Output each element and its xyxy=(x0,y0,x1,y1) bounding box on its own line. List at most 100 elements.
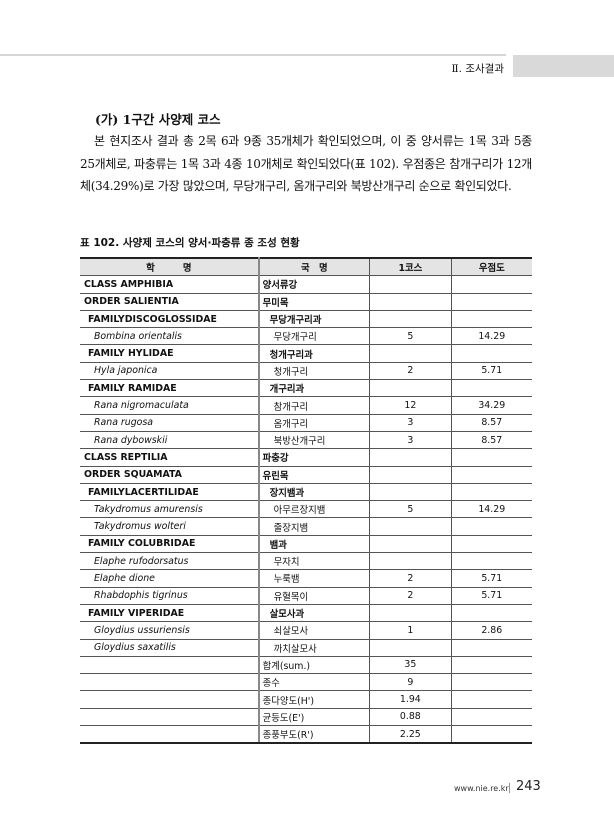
header-course-count: 1코스 xyxy=(369,258,452,277)
table-row: Elaphe dione 누룩뱀 2 5.71 xyxy=(80,569,532,588)
count-cell: 12 xyxy=(369,396,452,415)
dominance-cell xyxy=(450,535,532,554)
scientific-name-cell: Elaphe dione xyxy=(80,569,259,588)
scientific-name-cell xyxy=(80,708,259,727)
count-cell xyxy=(369,379,452,398)
scientific-name-cell: Gloydius saxatilis xyxy=(80,639,259,657)
table-row: ORDER SQUAMATA 유린목 xyxy=(80,466,532,484)
dominance-cell xyxy=(450,293,532,311)
table-row: FAMILYDISCOGLOSSIDAE 무당개구리과 xyxy=(80,310,532,329)
dominance-cell xyxy=(450,517,532,536)
count-cell: 2 xyxy=(369,569,452,588)
dominance-cell xyxy=(450,448,532,467)
korean-name-cell: 개구리과 xyxy=(257,379,370,398)
scientific-name-cell: ORDER SQUAMATA xyxy=(80,466,259,484)
count-cell: 35 xyxy=(369,656,452,675)
scientific-name-cell: Rana dybowskii xyxy=(80,431,259,450)
table-row: 종수 9 xyxy=(80,673,532,692)
scientific-name-cell xyxy=(80,656,259,675)
dominance-cell xyxy=(450,639,532,657)
count-cell xyxy=(369,483,452,502)
table-row: Elaphe rufodorsatus 무자치 xyxy=(80,552,532,571)
korean-name-cell: 유혈목이 xyxy=(257,587,370,605)
korean-name-cell: 청개구리과 xyxy=(257,344,370,363)
korean-name-cell: 종수 xyxy=(257,673,370,692)
dominance-cell: 5.71 xyxy=(450,362,532,381)
korean-name-cell: 누룩뱀 xyxy=(257,569,370,588)
dominance-cell: 34.29 xyxy=(450,396,532,415)
count-cell: 3 xyxy=(369,431,452,450)
scientific-name-cell: FAMILY VIPERIDAE xyxy=(80,604,259,623)
count-cell xyxy=(369,344,452,363)
dominance-cell xyxy=(450,725,532,745)
korean-name-cell: 까치살모사 xyxy=(257,639,370,657)
korean-name-cell: 유린목 xyxy=(257,466,370,484)
count-cell xyxy=(369,293,452,311)
korean-name-cell: 합계(sum.) xyxy=(257,656,370,675)
korean-name-cell: 쇠살모사 xyxy=(257,621,370,640)
dominance-cell xyxy=(450,708,532,727)
scientific-name-cell: CLASS AMPHIBIA xyxy=(80,275,259,294)
count-cell: 9 xyxy=(369,673,452,692)
table-row: Takydromus amurensis 아무르장지뱀 5 14.29 xyxy=(80,500,532,519)
count-cell: 5 xyxy=(369,500,452,519)
table-row: FAMILY COLUBRIDAE 뱀과 xyxy=(80,535,532,554)
korean-name-cell: 장지뱀과 xyxy=(257,483,370,502)
korean-name-cell: 무당개구리과 xyxy=(257,310,370,329)
dominance-cell: 2.86 xyxy=(450,621,532,640)
korean-name-cell: 줄장지뱀 xyxy=(257,517,370,536)
table-row: FAMILY VIPERIDAE 살모사과 xyxy=(80,604,532,623)
header-dominance: 우점도 xyxy=(450,258,532,277)
table-row: FAMILY RAMIDAE 개구리과 xyxy=(80,379,532,398)
table-row: Bombina orientalis 무당개구리 5 14.29 xyxy=(80,327,532,346)
count-cell xyxy=(369,517,452,536)
korean-name-cell: 균등도(E') xyxy=(257,708,370,727)
dominance-cell xyxy=(450,673,532,692)
table-row: FAMILY HYLIDAE 청개구리과 xyxy=(80,344,532,363)
korean-name-cell: 살모사과 xyxy=(257,604,370,623)
scientific-name-cell: Hyla japonica xyxy=(80,362,259,381)
table-row: 합계(sum.) 35 xyxy=(80,656,532,675)
korean-name-cell: 아무르장지뱀 xyxy=(257,500,370,519)
table-row: Gloydius saxatilis 까치살모사 xyxy=(80,639,532,657)
table-row: Rana rugosa 옴개구리 3 8.57 xyxy=(80,414,532,432)
count-cell xyxy=(369,639,452,657)
count-cell xyxy=(369,310,452,329)
table-row: Rana nigromaculata 참개구리 12 34.29 xyxy=(80,396,532,415)
dominance-cell: 8.57 xyxy=(450,414,532,432)
count-cell xyxy=(369,448,452,467)
dominance-cell xyxy=(450,310,532,329)
dominance-cell xyxy=(450,690,532,709)
dominance-cell xyxy=(450,552,532,571)
count-cell xyxy=(369,552,452,571)
section-heading: (가) 1구간 사양제 코스 xyxy=(95,112,221,127)
table-row: 종다양도(H') 1.94 xyxy=(80,690,532,709)
table-header-row: 학 명 국 명 1코스 우점도 xyxy=(80,258,532,277)
scientific-name-cell: FAMILYLACERTILIDAE xyxy=(80,483,259,502)
footer-divider xyxy=(509,783,510,793)
korean-name-cell: 북방산개구리 xyxy=(257,431,370,450)
table-row: Rana dybowskii 북방산개구리 3 8.57 xyxy=(80,431,532,450)
table-row: 균등도(E') 0.88 xyxy=(80,708,532,727)
count-cell: 2.25 xyxy=(369,725,452,745)
dominance-cell: 14.29 xyxy=(450,500,532,519)
species-table: 학 명 국 명 1코스 우점도 CLASS AMPHIBIA 양서류강 ORDER … xyxy=(80,257,532,745)
dominance-cell: 14.29 xyxy=(450,327,532,346)
dominance-cell: 5.71 xyxy=(450,587,532,605)
dominance-cell xyxy=(450,483,532,502)
count-cell xyxy=(369,275,452,294)
dominance-cell xyxy=(450,275,532,294)
scientific-name-cell: Rana rugosa xyxy=(80,414,259,432)
scientific-name-cell: Gloydius ussuriensis xyxy=(80,621,259,640)
scientific-name-cell: FAMILY COLUBRIDAE xyxy=(80,535,259,554)
korean-name-cell: 무미목 xyxy=(257,293,370,311)
section-label: Ⅱ. 조사결과 xyxy=(451,63,504,75)
korean-name-cell: 무당개구리 xyxy=(257,327,370,346)
count-cell: 2 xyxy=(369,362,452,381)
scientific-name-cell: Rana nigromaculata xyxy=(80,396,259,415)
footer-url: www.nie.re.kr xyxy=(454,784,509,793)
scientific-name-cell: Takydromus wolteri xyxy=(80,517,259,536)
scientific-name-cell xyxy=(80,673,259,692)
table-row: ORDER SALIENTIA 무미목 xyxy=(80,293,532,311)
dominance-cell xyxy=(450,344,532,363)
